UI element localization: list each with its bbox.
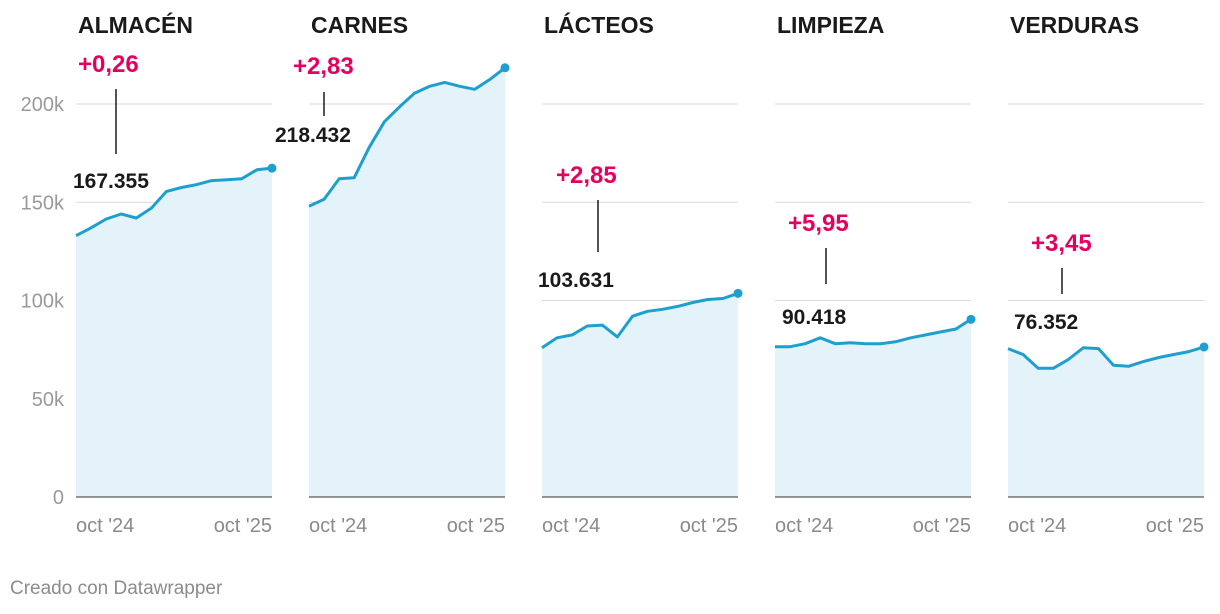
panel-title: VERDURAS (1010, 12, 1139, 38)
x-tick-label: oct '25 (447, 515, 505, 537)
area-fill (309, 67, 505, 498)
series-line (308, 66, 506, 208)
series-line (541, 291, 739, 349)
series-line (75, 166, 273, 238)
panel-title: LÁCTEOS (544, 11, 654, 38)
end-point (733, 288, 743, 298)
change-label: +2,83 (293, 53, 354, 80)
y-tick-label: 50k (32, 389, 65, 411)
area-fill (76, 168, 272, 497)
end-point (500, 63, 510, 73)
y-tick-label: 0 (53, 487, 64, 509)
change-label: +0,26 (78, 51, 139, 78)
x-tick-label: oct '25 (680, 515, 738, 537)
y-tick-label: 100k (21, 291, 65, 313)
last-value-label: 218.432 (275, 124, 351, 147)
change-label: +5,95 (788, 210, 849, 237)
end-point (966, 314, 976, 324)
last-value-label: 167.355 (73, 170, 149, 193)
last-value-label: 90.418 (782, 306, 847, 329)
x-tick-label: oct '24 (1008, 515, 1066, 537)
x-tick-label: oct '25 (214, 515, 272, 537)
series-line (1007, 345, 1205, 370)
x-tick-label: oct '25 (913, 515, 971, 537)
series-line (775, 318, 972, 349)
x-tick-label: oct '24 (775, 515, 833, 537)
panel-title: LIMPIEZA (777, 12, 884, 38)
x-tick-label: oct '25 (1146, 515, 1204, 537)
change-label: +3,45 (1031, 230, 1092, 257)
footer-credit[interactable]: Creado con Datawrapper (10, 578, 223, 599)
y-tick-label: 200k (21, 94, 65, 116)
area-fill (1008, 347, 1204, 497)
x-tick-label: oct '24 (542, 515, 600, 537)
x-tick-label: oct '24 (76, 515, 134, 537)
area-fill (542, 293, 738, 497)
panel-title: CARNES (311, 12, 408, 38)
area-fill (775, 319, 971, 497)
x-tick-label: oct '24 (309, 515, 367, 537)
change-label: +2,85 (556, 162, 617, 189)
last-value-label: 76.352 (1014, 311, 1078, 334)
end-point (267, 163, 277, 173)
last-value-label: 103.631 (538, 269, 614, 292)
end-point (1199, 342, 1209, 352)
y-tick-label: 150k (21, 192, 65, 214)
panel-title: ALMACÉN (78, 11, 193, 38)
